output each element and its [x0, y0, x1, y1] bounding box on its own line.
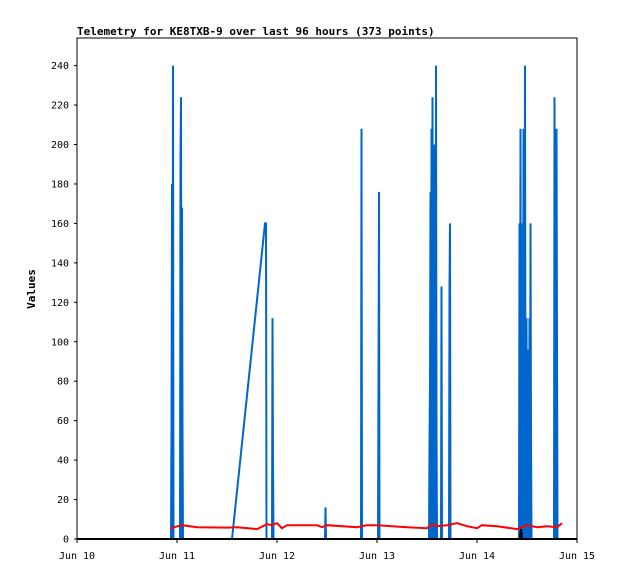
y-tick-label: 20 [57, 495, 69, 506]
y-axis: 0 20 40 60 80 100 120 140 160 180 200 220 240 [51, 61, 77, 546]
y-tick-label: 120 [51, 298, 69, 309]
x-tick-label: Jun 10 [59, 551, 95, 562]
y-tick-label: 60 [57, 416, 69, 427]
y-axis-label: Values [25, 269, 38, 309]
series-layer [77, 65, 577, 540]
x-tick-label: Jun 15 [559, 551, 595, 562]
y-tick-label: 140 [51, 258, 69, 269]
y-tick-label: 100 [51, 337, 69, 348]
y-tick-label: 240 [51, 61, 69, 72]
y-tick-label: 220 [51, 101, 69, 112]
series-line-3 [519, 528, 523, 540]
x-tick-label: Jun 13 [359, 551, 395, 562]
y-tick-label: 200 [51, 140, 69, 151]
y-tick-label: 40 [57, 456, 69, 467]
x-tick-label: Jun 14 [459, 551, 495, 562]
y-tick-label: 80 [57, 377, 69, 388]
x-axis: Jun 10 Jun 11 Jun 12 Jun 13 Jun 14 Jun 15 [59, 539, 595, 562]
y-tick-label: 0 [63, 535, 69, 546]
plot-area [76, 37, 578, 540]
chart-title: Telemetry for KE8TXB-9 over last 96 hour… [77, 25, 435, 38]
y-tick-label: 180 [51, 179, 69, 190]
x-tick-label: Jun 11 [159, 551, 195, 562]
y-tick-label: 160 [51, 219, 69, 230]
x-tick-label: Jun 12 [259, 551, 295, 562]
series-line-1 [170, 522, 563, 531]
